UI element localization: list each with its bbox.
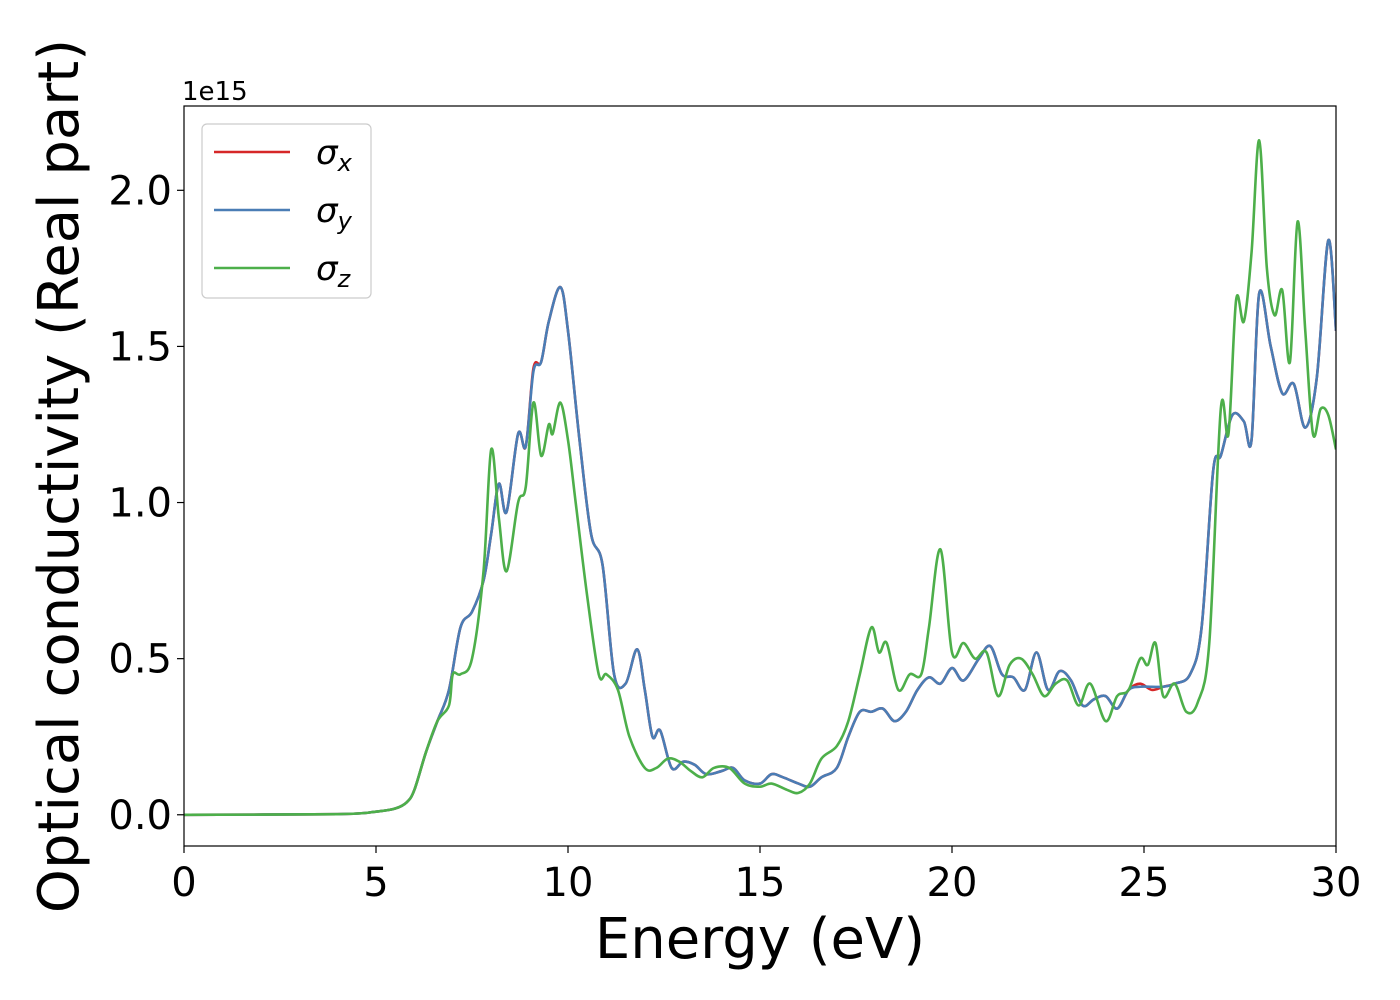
y-axis-label: Optical conductivity (Real part) — [27, 39, 92, 913]
y-tick-label: 1.5 — [108, 324, 172, 370]
legend: σx σy σz — [201, 123, 372, 299]
y-axis: 0.0 0.5 1.0 1.5 2.0 — [108, 168, 184, 839]
x-axis-label: Energy (eV) — [595, 907, 925, 972]
x-tick-label: 10 — [543, 860, 594, 906]
y-axis-offset-text: 1e15 — [182, 77, 248, 107]
x-tick-label: 20 — [927, 860, 978, 906]
y-tick-label: 1.0 — [108, 481, 172, 527]
y-tick-label: 0.0 — [108, 793, 172, 839]
x-tick-label: 0 — [171, 860, 196, 906]
series-layer — [184, 139, 1336, 817]
legend-label-y: σy — [316, 191, 353, 235]
x-tick-label: 5 — [363, 860, 388, 906]
legend-label-x: σx — [316, 133, 353, 177]
series-line-y — [184, 238, 1336, 817]
x-tick-label: 25 — [1119, 860, 1170, 906]
legend-label-z: σz — [316, 249, 352, 293]
x-tick-label: 15 — [735, 860, 786, 906]
y-tick-label: 2.0 — [108, 168, 172, 214]
x-tick-label: 30 — [1311, 860, 1362, 906]
series-line-z — [184, 139, 1336, 817]
x-axis: 0 5 10 15 20 25 30 — [171, 846, 1361, 906]
y-tick-label: 0.5 — [108, 637, 172, 683]
